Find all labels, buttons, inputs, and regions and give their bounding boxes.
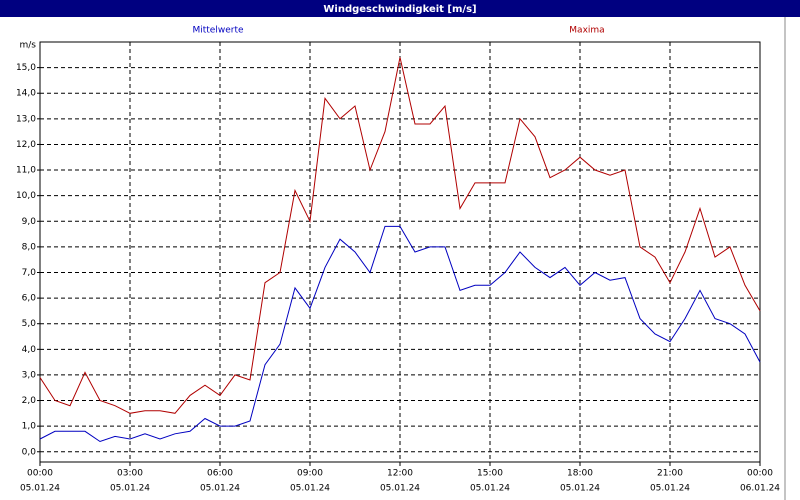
x-tick-date: 05.01.24 — [200, 484, 240, 494]
y-tick-label: 7,0 — [22, 268, 37, 278]
x-tick-label: 18:00 — [567, 469, 593, 479]
y-tick-label: 10,0 — [16, 191, 36, 201]
y-tick-label: 14,0 — [16, 89, 36, 99]
x-tick-date: 05.01.24 — [650, 484, 690, 494]
y-tick-label: 2,0 — [22, 396, 37, 406]
x-tick-date: 05.01.24 — [470, 484, 510, 494]
x-tick-date: 06.01.24 — [740, 484, 780, 494]
x-tick-label: 21:00 — [657, 469, 683, 479]
y-unit: m/s — [20, 41, 37, 51]
chart-title: Windgeschwindigkeit [m/s] — [323, 4, 476, 15]
y-tick-label: 4,0 — [22, 345, 37, 355]
y-tick-label: 8,0 — [22, 242, 37, 252]
x-tick-label: 15:00 — [477, 469, 503, 479]
y-tick-label: 3,0 — [22, 370, 37, 380]
x-tick-label: 00:00 — [747, 469, 773, 479]
x-tick-label: 09:00 — [297, 469, 323, 479]
legend-label: Mittelwerte — [192, 26, 243, 36]
x-tick-label: 06:00 — [207, 469, 233, 479]
y-tick-label: 0,0 — [22, 447, 37, 457]
y-tick-label: 15,0 — [16, 63, 36, 73]
y-tick-label: 1,0 — [22, 422, 37, 432]
series-line — [39, 57, 761, 414]
y-tick-label: 5,0 — [22, 319, 37, 329]
y-tick-label: 13,0 — [16, 114, 36, 124]
series-line — [39, 225, 761, 443]
x-tick-label: 03:00 — [117, 469, 143, 479]
x-tick-date: 05.01.24 — [110, 484, 150, 494]
x-tick-label: 00:00 — [27, 469, 53, 479]
x-tick-date: 05.01.24 — [290, 484, 330, 494]
x-tick-date: 05.01.24 — [560, 484, 600, 494]
x-tick-date: 05.01.24 — [20, 484, 60, 494]
y-tick-label: 9,0 — [22, 217, 37, 227]
y-tick-label: 6,0 — [22, 294, 37, 304]
legend-label: Maxima — [569, 26, 604, 36]
y-tick-label: 11,0 — [16, 166, 36, 176]
x-tick-label: 12:00 — [387, 469, 413, 479]
x-tick-date: 05.01.24 — [380, 484, 420, 494]
title-bar — [0, 0, 800, 17]
y-tick-label: 12,0 — [16, 140, 36, 150]
